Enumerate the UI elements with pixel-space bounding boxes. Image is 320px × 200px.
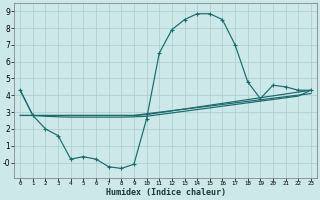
X-axis label: Humidex (Indice chaleur): Humidex (Indice chaleur) <box>106 188 226 197</box>
